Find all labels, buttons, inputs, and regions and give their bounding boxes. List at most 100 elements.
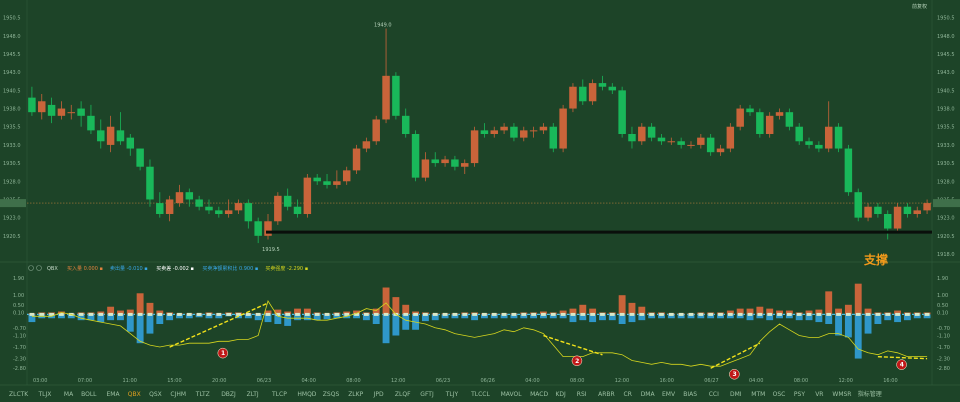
ind-diff-bar [796, 312, 802, 316]
tab-zltj[interactable]: ZLTJ [247, 391, 259, 398]
ind-diff-bar [747, 312, 753, 316]
ind-diff-bar [482, 312, 487, 316]
candle-body [333, 181, 341, 185]
candle-body [283, 195, 292, 207]
candle-body [883, 214, 892, 229]
candle-body [618, 90, 626, 134]
candle-body [156, 203, 164, 214]
tab-arbr[interactable]: ARBR [598, 391, 615, 398]
candle-body [431, 159, 439, 164]
ind-buy-bar [156, 310, 164, 315]
current-price-tag-right [933, 199, 960, 208]
tab-dma[interactable]: DMA [641, 391, 656, 398]
ind-buy-bar [638, 306, 646, 315]
tab-tltz[interactable]: TLTZ [195, 391, 210, 398]
ind-diff-bar [816, 312, 822, 316]
ind-sell-bar [608, 314, 616, 321]
tab-ema[interactable]: EMA [107, 391, 121, 398]
tab-wmsr[interactable]: WMSR [832, 391, 851, 398]
ind-diff-bar [629, 312, 635, 316]
x-tick: 12:00 [615, 378, 629, 384]
ind-sell-bar [697, 314, 705, 319]
candle-body [677, 141, 685, 145]
main-y-tick-right: 1928.0 [937, 179, 955, 185]
ind-sell-bar [333, 314, 341, 319]
tab-zlkp[interactable]: ZLKP [348, 391, 363, 398]
main-y-tick-left: 1935.5 [3, 125, 21, 131]
ind-diff-bar [314, 312, 320, 316]
candle-body [87, 115, 95, 131]
tab-rsi[interactable]: RSI [577, 391, 587, 398]
tab-zlctk[interactable]: ZLCTK [9, 391, 29, 398]
tab-ma[interactable]: MA [64, 391, 74, 398]
tab-zsqs[interactable]: ZSQS [323, 391, 340, 398]
tab-cjhm[interactable]: CJHM [170, 391, 186, 398]
tab-hmqd[interactable]: HMQD [297, 391, 316, 398]
ind-sell-bar [166, 314, 174, 321]
ind-buy-bar [372, 308, 380, 315]
tab-jpd[interactable]: JPD [373, 391, 384, 398]
ind-y-tick-right: -1.70 [937, 345, 950, 351]
tab-tlcp[interactable]: TLCP [271, 391, 287, 398]
main-y-tick-left: 1950.5 [3, 16, 21, 22]
main-y-tick-left: 1928.0 [3, 179, 21, 185]
ind-buy-bar [382, 287, 390, 315]
ind-sell-bar [323, 314, 331, 320]
ind-diff-bar [216, 312, 222, 316]
tab-tlccl[interactable]: TLCCL [470, 391, 490, 398]
indicator-name[interactable]: QBX [47, 266, 58, 272]
tab-指标管理[interactable]: 指标管理 [858, 390, 882, 398]
ind-sell-bar [313, 314, 321, 321]
ind-sell-bar [441, 314, 449, 319]
tab-qbx[interactable]: QBX [128, 391, 141, 398]
tab-zlqf[interactable]: ZLQF [395, 391, 411, 398]
ind-sell-bar [628, 314, 636, 323]
ind-diff-bar [639, 312, 645, 316]
ind-buy-bar [402, 304, 410, 315]
main-y-tick-left: 1938.0 [3, 107, 21, 113]
tab-mtm[interactable]: MTM [751, 391, 765, 398]
ind-sell-bar [402, 314, 410, 330]
tab-cr[interactable]: CR [624, 391, 632, 398]
indicator-legend: 买入量 0.000 ▪ 卖出量 -0.010 ▪ 买卖差 -0.002 ▪ 买卖净额累… [28, 265, 308, 272]
tab-kdj[interactable]: KDJ [556, 391, 567, 398]
ind-sell-bar [87, 314, 95, 321]
candle-body [313, 177, 321, 182]
tab-mavol[interactable]: MAVOL [501, 391, 523, 398]
ind-diff-bar [649, 312, 655, 316]
x-tick: 16:00 [883, 378, 897, 384]
ind-sell-bar [687, 314, 695, 319]
tab-boll[interactable]: BOLL [81, 391, 97, 398]
ind-diff-bar [619, 312, 625, 316]
tab-qsx[interactable]: QSX [149, 391, 162, 398]
ind-diff-bar [147, 312, 153, 316]
ind-sell-bar [726, 314, 734, 319]
ind-sell-bar [471, 314, 479, 321]
ind-sell-bar [97, 314, 105, 323]
tab-gftj[interactable]: GFTJ [420, 391, 434, 398]
candle-body [529, 130, 538, 132]
ind-y-tick-right: -1.10 [937, 334, 950, 340]
tab-emv[interactable]: EMV [662, 391, 676, 398]
ind-diff-bar [914, 312, 920, 316]
ind-sell-bar [215, 314, 223, 319]
tab-cci[interactable]: CCI [709, 391, 719, 398]
candle-body [844, 148, 853, 193]
ind-buy-bar [294, 308, 301, 315]
tab-tljy[interactable]: TLJY [445, 391, 459, 398]
tab-bias[interactable]: BIAS [683, 391, 697, 398]
ind-buy-bar [303, 308, 311, 315]
tab-tljx[interactable]: TLJX [38, 391, 52, 398]
ind-buy-bar [117, 310, 124, 315]
ind-sell-bar [549, 314, 557, 319]
tab-macd[interactable]: MACD [530, 391, 548, 398]
tab-dmi[interactable]: DMI [730, 391, 742, 398]
tab-vr[interactable]: VR [815, 391, 823, 398]
top-right-label[interactable]: 前复权 [912, 3, 927, 10]
ind-sell-bar [854, 314, 862, 359]
ind-diff-bar [186, 312, 192, 316]
tab-dbzj[interactable]: DBZJ [221, 391, 236, 398]
tab-psy[interactable]: PSY [794, 391, 805, 398]
ind-diff-bar [757, 312, 763, 316]
tab-osc[interactable]: OSC [773, 391, 786, 398]
